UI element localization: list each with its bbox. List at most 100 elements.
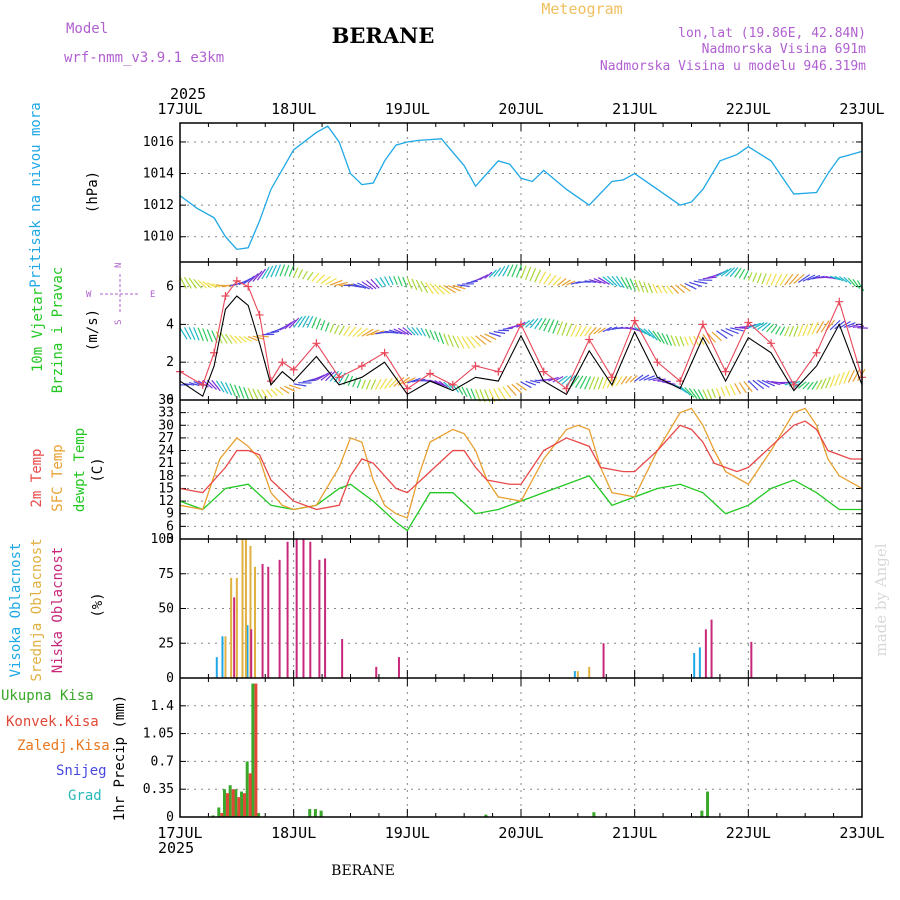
wind-arrow (229, 383, 237, 397)
wind-arrow (602, 376, 609, 389)
gust-marker (335, 373, 344, 382)
wind-arrow (234, 335, 243, 344)
wind-arrow (325, 370, 336, 382)
cloud-bar (230, 577, 233, 678)
cloud-title-low: Niska Oblacnost (50, 547, 66, 673)
wind-arrow (252, 270, 263, 282)
wind-arrow (720, 329, 734, 337)
gust-marker (244, 282, 253, 291)
precip-bar (225, 793, 229, 817)
wind-arrow (625, 375, 632, 384)
wind-arrow (684, 282, 697, 290)
wind-arrow (797, 381, 807, 389)
wind-arrow (184, 383, 195, 386)
wind-arrow (811, 380, 819, 390)
wind-arrow (593, 277, 606, 285)
wind-title-1: 10m Vjetar (30, 288, 46, 372)
wind-arrow (297, 269, 304, 279)
wind-arrow (847, 277, 856, 287)
precip-bar (313, 809, 317, 817)
gust-marker (653, 358, 662, 367)
wind-arrow (316, 372, 329, 381)
wind-arrow (402, 276, 408, 288)
cloud-bar (588, 666, 591, 678)
wind-arrow (643, 281, 649, 293)
cloud-bar (573, 671, 576, 678)
wind-arrow (261, 389, 268, 399)
gust-marker (380, 348, 389, 357)
wind-arrow (643, 375, 655, 381)
wind-arrow (675, 384, 688, 394)
wind-arrow (843, 322, 856, 328)
wind-arrow (352, 283, 367, 289)
wind-arrow (806, 381, 814, 390)
wind-arrow (665, 334, 673, 346)
wind-arrow (374, 378, 382, 390)
wind-arrow (543, 273, 552, 285)
gust-marker (403, 384, 412, 393)
wind-unit: (m/s) (85, 309, 101, 351)
cloud-title-high: Visoka Oblacnost (8, 543, 24, 678)
gust-marker (232, 276, 241, 285)
wind-arrow (547, 274, 557, 286)
wind-arrow (820, 378, 827, 390)
wind-arrow (274, 264, 282, 277)
wind-arrow (429, 283, 440, 295)
wind-arrow (647, 282, 654, 294)
wind-arrow (447, 334, 454, 348)
wind-arrow (270, 264, 278, 278)
cloud-title-mid: Srednja Oblacnost (29, 538, 45, 681)
wind-arrow (384, 276, 390, 286)
gust-marker (471, 361, 480, 370)
wind-arrow (202, 281, 212, 289)
sfc-temp-line (179, 407, 863, 519)
wind-arrow (465, 387, 472, 400)
precip-legend-hail: Grad (68, 788, 102, 804)
wind-arrow (779, 326, 786, 336)
wind-arrow (488, 269, 497, 278)
wind-arrow (765, 273, 772, 286)
wind-arrow (647, 329, 658, 341)
wind-arrow (797, 324, 804, 337)
wind-arrow (697, 334, 705, 345)
wind-arrow (320, 275, 332, 285)
wind-arrow (788, 325, 795, 337)
time-label-top: 18JUL (271, 100, 316, 118)
wind-arrow (406, 277, 413, 289)
wind-arrow (415, 279, 423, 292)
wind-arrow (520, 265, 527, 279)
wind-arrow (552, 375, 564, 383)
wind-arrow (356, 327, 368, 338)
wind-arrow (393, 275, 398, 286)
gust-marker (517, 320, 525, 329)
elevation-label: Nadmorska Visina 691m (702, 42, 867, 57)
precip-bar (706, 791, 710, 817)
wind-arrow (325, 277, 337, 286)
wind-arrow (525, 380, 537, 386)
time-label-bottom: 17JUL (157, 824, 202, 842)
cloud-bar (249, 545, 252, 678)
wind-arrow (688, 336, 694, 346)
wind-arrow (284, 319, 296, 330)
wind-arrow (388, 329, 403, 335)
time-label-bottom: 19JUL (385, 824, 430, 842)
wind-arrow (720, 386, 726, 397)
time-label-top: 19JUL (385, 100, 430, 118)
cloud-bar (278, 559, 281, 678)
wind-arrow (843, 276, 852, 285)
wind-arrow (838, 320, 851, 329)
wind-arrow (652, 283, 658, 294)
gust-marker (278, 358, 287, 367)
compass-cross (100, 274, 140, 314)
wind-arrow (693, 280, 708, 285)
wind-arrow (184, 327, 192, 340)
time-label-top: 22JUL (726, 100, 771, 118)
precip-bar (319, 810, 323, 817)
wind-arrow (402, 327, 413, 336)
wind-arrow (484, 333, 497, 341)
time-label-top: 20JUL (498, 100, 543, 118)
wind-arrow (475, 335, 487, 346)
wind-arrow (506, 385, 517, 396)
cloud-unit: (%) (90, 592, 106, 617)
wind-arrow (575, 325, 582, 337)
